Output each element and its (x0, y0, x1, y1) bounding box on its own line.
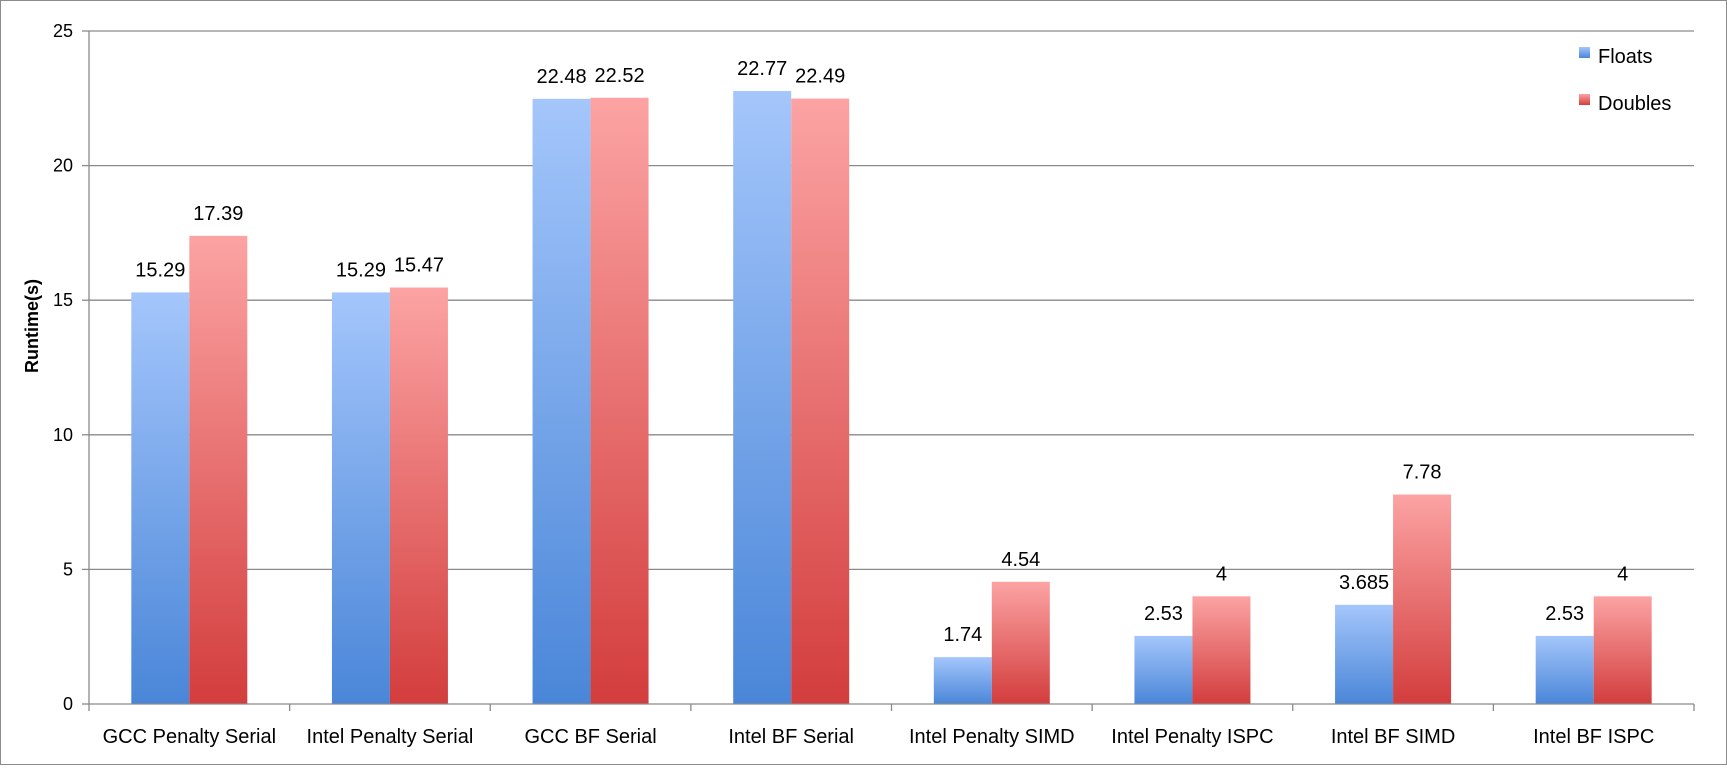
data-label-doubles-2: 22.52 (595, 65, 645, 87)
data-label-doubles-5: 4 (1216, 563, 1227, 585)
data-label-floats-2: 22.48 (537, 66, 587, 88)
bar-floats-6 (1335, 604, 1394, 704)
y-tick-label-20: 20 (53, 156, 73, 176)
bar-floats-2 (532, 98, 591, 705)
axes: 0 5 10 15 20 25 GCC Penalty Serial Intel Penalt… (53, 21, 1695, 748)
data-labels: 15.29 17.39 15.29 15.47 22.48 22.52 22.77 22.49… (135, 58, 1628, 646)
data-label-doubles-3: 22.49 (795, 66, 845, 88)
category-label-3: Intel BF Serial (728, 726, 854, 748)
legend-swatch-doubles (1579, 94, 1590, 105)
category-label-7: Intel BF ISPC (1533, 726, 1654, 748)
data-label-doubles-7: 4 (1617, 563, 1628, 585)
legend: Floats Doubles (1579, 46, 1671, 115)
category-label-0: GCC Penalty Serial (103, 726, 276, 748)
bar-doubles-7 (1593, 596, 1652, 704)
y-tick-label-5: 5 (63, 559, 73, 579)
y-axis-title: Runtime(s) (22, 279, 42, 373)
data-label-doubles-1: 15.47 (394, 255, 444, 277)
bar-floats-1 (331, 292, 390, 704)
data-label-floats-6: 3.685 (1339, 572, 1389, 594)
y-tick-label-0: 0 (63, 694, 73, 714)
data-label-doubles-0: 17.39 (193, 203, 243, 225)
data-label-floats-4: 1.74 (943, 624, 982, 646)
bar-floats-7 (1535, 635, 1594, 704)
bar-floats-3 (733, 91, 792, 704)
bar-doubles-0 (189, 235, 248, 704)
y-tick-label-15: 15 (53, 290, 73, 310)
category-label-1: Intel Penalty Serial (307, 726, 474, 748)
data-label-floats-3: 22.77 (737, 58, 787, 80)
legend-label-floats: Floats (1598, 46, 1652, 68)
bar-floats-0 (131, 292, 190, 704)
legend-swatch-floats (1579, 47, 1590, 58)
bar-floats-5 (1134, 635, 1193, 704)
bar-doubles-6 (1393, 494, 1452, 704)
bar-doubles-4 (991, 581, 1050, 704)
data-label-doubles-6: 7.78 (1403, 462, 1442, 484)
category-label-5: Intel Penalty ISPC (1111, 726, 1273, 748)
gridlines (89, 30, 1694, 571)
data-label-floats-7: 2.53 (1545, 603, 1584, 625)
bars (131, 91, 1652, 705)
data-label-floats-5: 2.53 (1144, 603, 1183, 625)
data-label-doubles-4: 4.54 (1001, 549, 1040, 571)
y-tick-label-10: 10 (53, 425, 73, 445)
y-tick-label-25: 25 (53, 21, 73, 41)
category-label-6: Intel BF SIMD (1331, 726, 1455, 748)
category-label-2: GCC BF Serial (524, 726, 656, 748)
data-label-floats-1: 15.29 (336, 259, 386, 281)
data-label-floats-0: 15.29 (135, 259, 185, 281)
bar-doubles-5 (1192, 596, 1251, 704)
bar-doubles-2 (590, 97, 649, 704)
category-label-4: Intel Penalty SIMD (909, 726, 1075, 748)
bar-doubles-1 (389, 287, 448, 704)
bar-floats-4 (933, 657, 992, 704)
legend-label-doubles: Doubles (1598, 93, 1671, 115)
bar-doubles-3 (791, 98, 850, 704)
